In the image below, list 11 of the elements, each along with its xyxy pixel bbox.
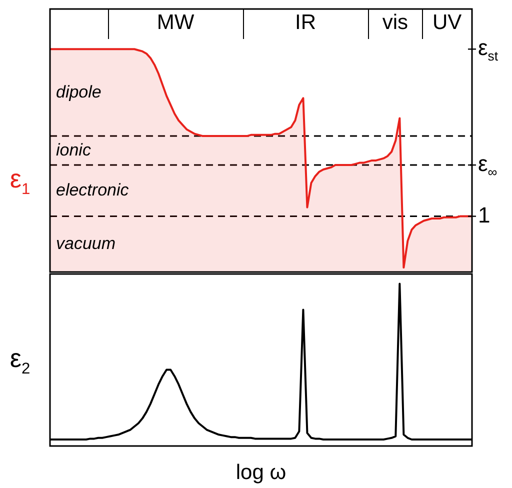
annotation: dipole bbox=[56, 82, 102, 102]
annotation: ionic bbox=[56, 140, 92, 160]
x-axis-title: log ω bbox=[236, 460, 286, 484]
text: UV bbox=[432, 10, 463, 36]
annotation: vacuum bbox=[56, 234, 116, 253]
text: IR bbox=[294, 10, 317, 36]
text: vis bbox=[381, 10, 410, 36]
text: 1 bbox=[478, 202, 490, 228]
ref-line-label: ε∞ bbox=[478, 151, 498, 180]
text: MW bbox=[156, 10, 196, 36]
annotation: electronic bbox=[56, 180, 130, 200]
